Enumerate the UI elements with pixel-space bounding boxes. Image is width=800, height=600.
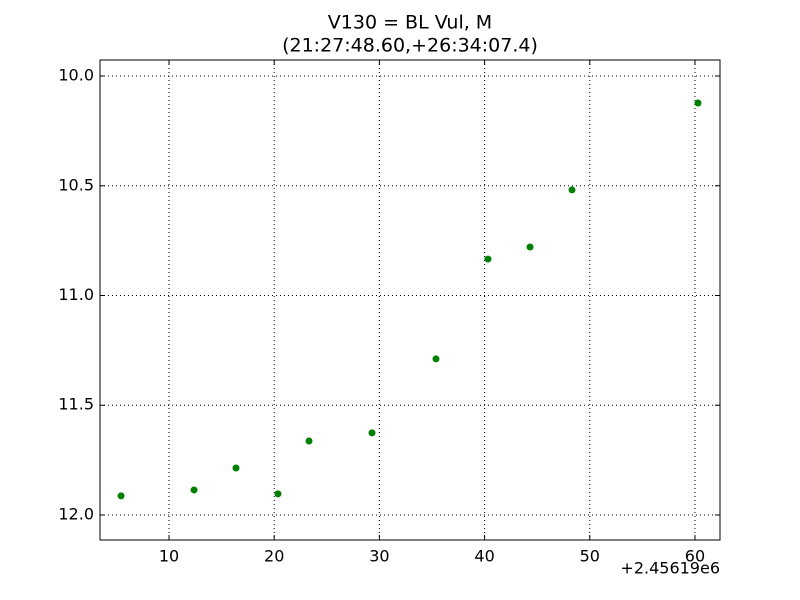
plot-frame bbox=[99, 59, 721, 541]
y-tick-label: 11.0 bbox=[58, 285, 94, 304]
y-tick-label: 10.0 bbox=[58, 66, 94, 85]
point bbox=[484, 255, 492, 263]
point bbox=[694, 99, 702, 107]
x-tick-label: 20 bbox=[264, 547, 284, 566]
x-tick-label: 10 bbox=[159, 547, 179, 566]
x-tick-label: 60 bbox=[685, 547, 705, 566]
y-tick-label: 10.5 bbox=[58, 175, 94, 194]
point bbox=[432, 355, 440, 363]
point bbox=[368, 429, 376, 437]
point bbox=[305, 437, 313, 445]
x-tick-label: 40 bbox=[474, 547, 494, 566]
point bbox=[232, 464, 240, 472]
chart-title: V130 = BL Vul, M bbox=[328, 12, 492, 34]
x-tick-label: 30 bbox=[369, 547, 389, 566]
x-offset-label: +2.45619e6 bbox=[620, 559, 720, 578]
y-tick-label: 12.0 bbox=[58, 504, 94, 523]
y-tick-label: 11.5 bbox=[58, 395, 94, 414]
point bbox=[526, 243, 534, 251]
point bbox=[190, 486, 198, 494]
point bbox=[274, 490, 282, 498]
point bbox=[568, 186, 576, 194]
chart-subtitle: (21:27:48.60,+26:34:07.4) bbox=[282, 35, 538, 57]
point bbox=[117, 492, 125, 500]
x-tick-label: 50 bbox=[580, 547, 600, 566]
